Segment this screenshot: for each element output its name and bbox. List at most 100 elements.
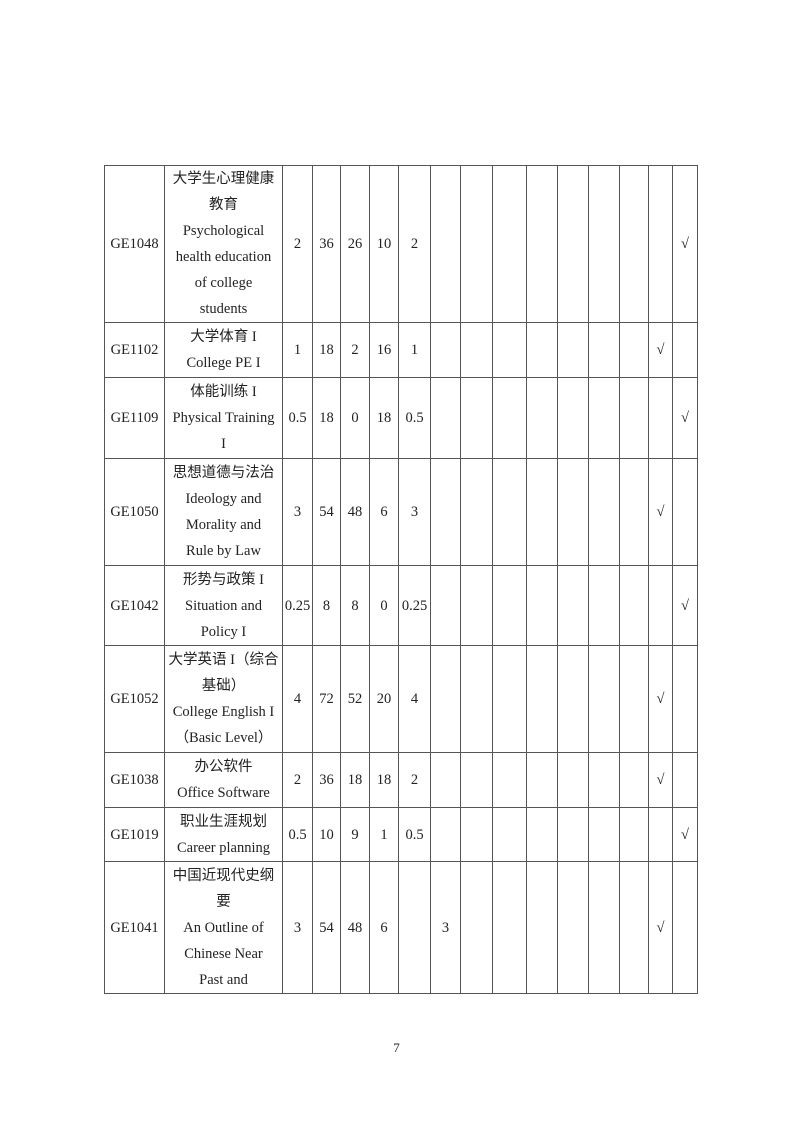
table-cell — [460, 458, 493, 566]
table-cell — [557, 377, 589, 459]
table-cell — [619, 807, 649, 862]
course-name-line: 形势与政策 I — [183, 571, 264, 588]
course-name-line: Morality and — [185, 517, 262, 533]
course-name: 中国近现代史纲要 An Outline of Chinese Near Past an… — [164, 861, 283, 994]
table-cell — [672, 322, 698, 378]
course-name: 体能训练 I Physical Training I — [164, 377, 283, 459]
table-cell — [557, 458, 589, 566]
table-cell — [460, 752, 493, 808]
course-name-line: 体能训练 I — [190, 384, 257, 400]
table-cell — [619, 165, 649, 323]
table-cell: 52 — [340, 645, 370, 753]
course-name-line: 大学生心理健康 — [172, 171, 275, 187]
course-code: GE1050 — [104, 458, 165, 566]
table-cell: 1 — [369, 807, 399, 862]
table-cell: √ — [648, 458, 673, 566]
table-cell — [526, 645, 558, 753]
table-cell — [526, 752, 558, 808]
table-cell — [619, 645, 649, 753]
table-cell — [557, 565, 589, 646]
table-cell — [460, 645, 493, 753]
table-cell — [398, 861, 431, 994]
course-code: GE1019 — [104, 807, 165, 862]
table-cell: 48 — [340, 861, 370, 994]
table-cell: 8 — [312, 565, 341, 646]
table-cell — [430, 165, 461, 323]
table-cell — [526, 807, 558, 862]
table-cell — [492, 861, 527, 994]
table-cell: 2 — [398, 165, 431, 323]
course-code: GE1048 — [104, 165, 165, 323]
table-cell — [430, 458, 461, 566]
course-code: GE1041 — [104, 861, 165, 994]
table-cell — [672, 861, 698, 994]
course-code: GE1038 — [104, 752, 165, 808]
table-cell — [619, 377, 649, 459]
table-cell — [619, 322, 649, 378]
course-name-line: Rule by Law — [186, 543, 261, 559]
table-cell — [492, 565, 527, 646]
table-cell — [492, 458, 527, 566]
table-cell — [557, 645, 589, 753]
table-cell: 0.25 — [398, 565, 431, 646]
table-cell — [492, 322, 527, 378]
table-cell — [557, 807, 589, 862]
table-cell: 18 — [369, 377, 399, 459]
table-cell — [588, 458, 620, 566]
course-name-line: 基础） — [201, 678, 246, 694]
table-cell: 0.5 — [282, 377, 313, 459]
table-cell: 26 — [340, 165, 370, 323]
course-code: GE1102 — [104, 322, 165, 378]
table-row: GE1041 中国近现代史纲要 An Outline of Chinese Near P… — [104, 861, 698, 994]
course-name-line: 中国近现代史纲 — [172, 867, 275, 884]
table-cell — [460, 322, 493, 378]
course-name-line: Physical Training — [172, 410, 275, 426]
course-name: 大学英语 I（综合 基础） College English I （Basic Leve… — [164, 645, 283, 753]
table-cell: 3 — [398, 458, 431, 566]
table-cell: √ — [648, 322, 673, 378]
table-cell — [460, 807, 493, 862]
table-cell — [526, 565, 558, 646]
course-name: 大学体育 I College PE I — [164, 322, 283, 378]
table-cell — [648, 165, 673, 323]
table-cell: 18 — [340, 752, 370, 808]
table-cell: 0 — [369, 565, 399, 646]
table-cell — [460, 565, 493, 646]
table-cell — [557, 752, 589, 808]
table-row: GE1038 办公软件 Office Software 2 36 18 18 2 √ — [104, 752, 698, 808]
course-code: GE1052 — [104, 645, 165, 753]
table-cell: 2 — [398, 752, 431, 808]
table-cell: √ — [672, 165, 698, 323]
course-name-line: students — [199, 301, 248, 317]
table-cell — [430, 752, 461, 808]
table-cell — [588, 377, 620, 459]
course-name-line: College English I — [172, 704, 275, 720]
table-cell — [430, 807, 461, 862]
table-cell: 1 — [282, 322, 313, 378]
table-cell: 2 — [340, 322, 370, 378]
course-name: 形势与政策 I Situation and Policy I — [164, 565, 283, 646]
table-cell — [588, 645, 620, 753]
course-name-line: Past and — [199, 971, 248, 988]
page-number: 7 — [393, 1040, 400, 1055]
table-cell: 16 — [369, 322, 399, 378]
course-name-line: Situation and — [185, 597, 262, 614]
table-cell — [648, 807, 673, 862]
table-cell: 48 — [340, 458, 370, 566]
table-cell: 18 — [369, 752, 399, 808]
course-name-line: College PE I — [186, 355, 261, 371]
table-cell — [557, 322, 589, 378]
table-cell — [460, 377, 493, 459]
table-cell — [619, 861, 649, 994]
table-cell: 6 — [369, 861, 399, 994]
table-cell: 4 — [398, 645, 431, 753]
course-name-line: An Outline of — [183, 919, 264, 936]
table-cell: 72 — [312, 645, 341, 753]
table-cell — [672, 752, 698, 808]
table-cell — [588, 861, 620, 994]
table-cell — [492, 377, 527, 459]
table-row: GE1052 大学英语 I（综合 基础） College English I （Basi… — [104, 645, 698, 753]
table-cell: 36 — [312, 165, 341, 323]
table-cell: 54 — [312, 861, 341, 994]
table-cell: √ — [672, 377, 698, 459]
